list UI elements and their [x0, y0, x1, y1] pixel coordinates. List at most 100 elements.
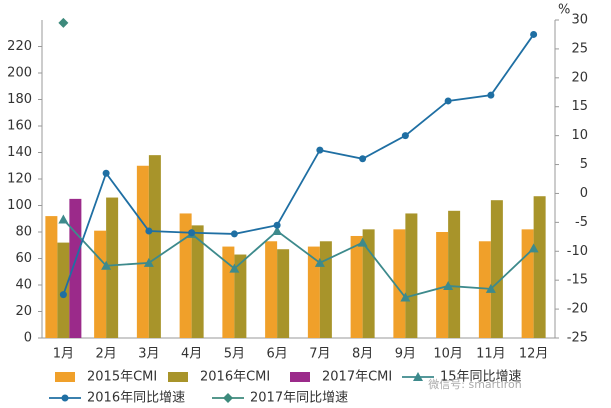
point	[272, 226, 283, 236]
bar	[533, 196, 546, 338]
bar	[490, 200, 503, 338]
y-tick-label: 120	[7, 172, 32, 187]
x-tick-label: 7月	[309, 347, 330, 362]
bar	[94, 230, 107, 338]
point	[58, 214, 69, 224]
bar	[136, 165, 149, 338]
y2-tick-label: 25	[571, 41, 588, 56]
legend-label: 2017年CMI	[322, 370, 392, 385]
y2-tick-label: 10	[571, 128, 588, 143]
legend-swatch	[168, 372, 188, 382]
x-tick-label: 5月	[224, 347, 245, 362]
y-tick-label: 40	[15, 278, 32, 293]
watermark: 微信号: smartIron	[428, 377, 521, 391]
x-tick-label: 2月	[95, 347, 116, 362]
point	[443, 280, 454, 290]
y-tick-label: 180	[7, 92, 32, 107]
bar	[45, 216, 58, 338]
y-tick-label: 80	[15, 225, 32, 240]
x-tick-label: 10月	[433, 347, 463, 362]
y-tick-label: 100	[7, 198, 32, 213]
point	[59, 291, 67, 299]
y-tick-label: 220	[7, 39, 32, 54]
point	[102, 169, 110, 177]
point	[230, 230, 238, 238]
bar	[148, 155, 161, 338]
x-tick-label: 3月	[138, 347, 159, 362]
y2-tick-label: 30	[571, 13, 588, 28]
bar	[106, 197, 119, 338]
point	[401, 132, 409, 140]
line	[62, 33, 535, 295]
bar	[478, 241, 491, 338]
legend-label: 2017年同比增速	[250, 391, 348, 406]
y-tick-label: 160	[7, 119, 32, 134]
point	[58, 17, 69, 28]
point	[530, 30, 538, 38]
y2-tick-label: 15	[571, 99, 588, 114]
point	[485, 283, 496, 293]
point	[101, 260, 112, 270]
legend-label: 2016年同比增速	[87, 391, 185, 406]
legend-label: 2015年CMI	[87, 370, 157, 385]
legend-swatch	[55, 372, 75, 382]
bar	[69, 198, 82, 338]
bar	[319, 241, 332, 338]
bar	[405, 213, 418, 338]
point	[143, 257, 154, 267]
legend-label: 15年同比增速	[440, 370, 522, 385]
point	[273, 221, 281, 229]
y-tick-label: 20	[15, 304, 32, 319]
y2-tick-label: -25	[567, 331, 588, 346]
x-tick-label: 11月	[476, 347, 506, 362]
y2-tick-label: -10	[567, 244, 588, 259]
bar	[350, 235, 363, 338]
x-tick-label: 1月	[53, 347, 74, 362]
point	[413, 372, 423, 381]
y2-tick-label: 5	[580, 157, 588, 172]
legend-swatch	[290, 372, 310, 382]
bar	[362, 229, 375, 338]
y2-tick-label: 20	[571, 70, 588, 85]
point	[229, 263, 240, 273]
point	[487, 91, 495, 99]
x-tick-label: 9月	[395, 347, 416, 362]
legend-label: 2016年CMI	[200, 370, 270, 385]
point	[61, 394, 69, 402]
point	[188, 229, 196, 237]
y2-tick-label: -5	[575, 215, 588, 230]
bar	[234, 254, 247, 338]
bar	[448, 210, 461, 338]
point	[444, 97, 452, 105]
y2-tick-label: 0	[580, 186, 588, 201]
x-tick-label: 4月	[181, 347, 202, 362]
point	[145, 227, 153, 235]
bar	[265, 241, 278, 338]
y2-axis-label: %	[558, 3, 570, 18]
x-tick-label: 8月	[352, 347, 373, 362]
y-tick-label: 60	[15, 251, 32, 266]
bar	[307, 246, 320, 338]
bar	[57, 242, 70, 338]
bar	[191, 225, 204, 338]
x-tick-label: 6月	[266, 347, 287, 362]
point	[316, 146, 324, 154]
bar	[436, 232, 449, 338]
y-tick-label: 0	[24, 331, 32, 346]
y-tick-label: 200	[7, 66, 32, 81]
y2-tick-label: -20	[567, 302, 588, 317]
bar	[277, 249, 290, 338]
y2-tick-label: -15	[567, 273, 588, 288]
line	[62, 218, 535, 299]
point	[528, 243, 539, 253]
bar	[179, 213, 192, 338]
point	[357, 237, 368, 247]
point	[359, 155, 367, 163]
bar	[521, 229, 534, 338]
point	[223, 393, 233, 403]
x-tick-label: 12月	[519, 347, 549, 362]
point	[400, 292, 411, 302]
bar	[393, 229, 406, 338]
point	[314, 257, 325, 267]
